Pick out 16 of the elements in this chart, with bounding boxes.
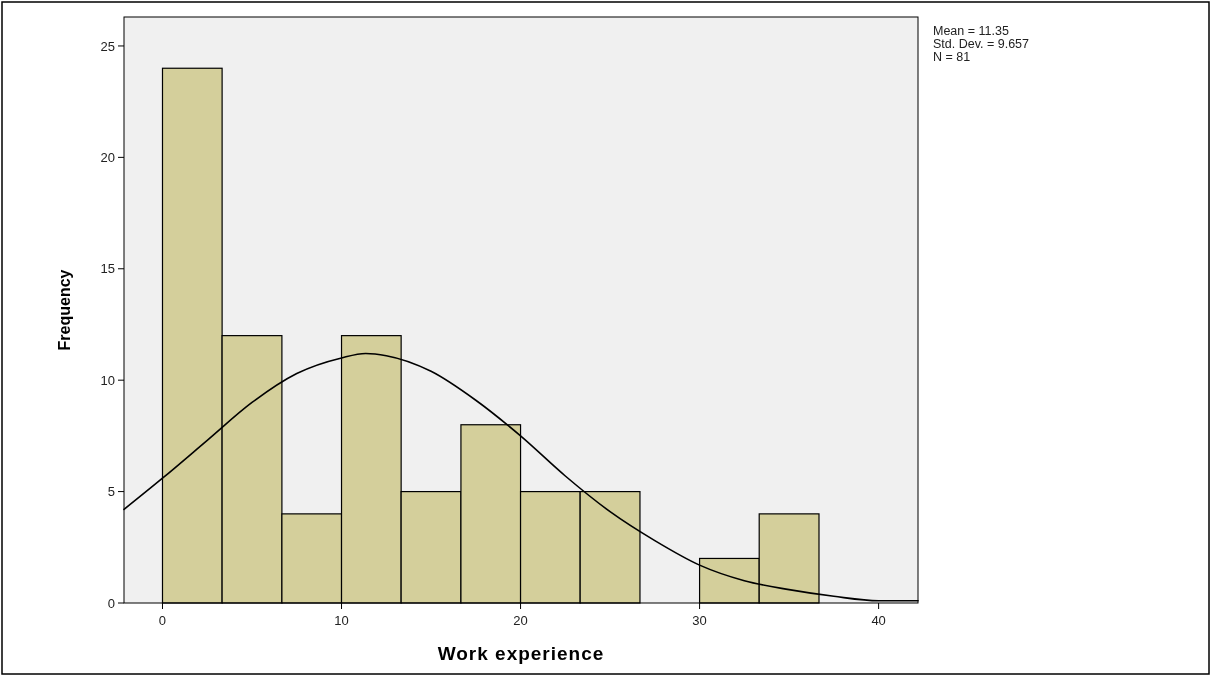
x-tick-label: 40 — [871, 613, 886, 628]
y-tick-label: 10 — [100, 372, 115, 388]
y-tick-label: 20 — [100, 149, 115, 165]
x-axis-title: Work experience — [437, 643, 605, 664]
x-tick-label: 30 — [692, 613, 707, 628]
text: Std. Dev. = 9.657 — [933, 37, 1030, 51]
y-tick-label: 5 — [107, 484, 115, 500]
x-tick-label: 10 — [334, 613, 349, 628]
y-axis-title: Frequency — [56, 269, 73, 351]
text: N = 81 — [933, 50, 971, 64]
x-tick-label: 0 — [158, 613, 167, 628]
text: Mean = 11.35 — [933, 24, 1009, 38]
y-tick-label: 0 — [107, 595, 115, 611]
y-tick-label: 25 — [100, 38, 115, 54]
y-tick-label: 15 — [100, 261, 115, 277]
x-tick-label: 20 — [513, 613, 528, 628]
